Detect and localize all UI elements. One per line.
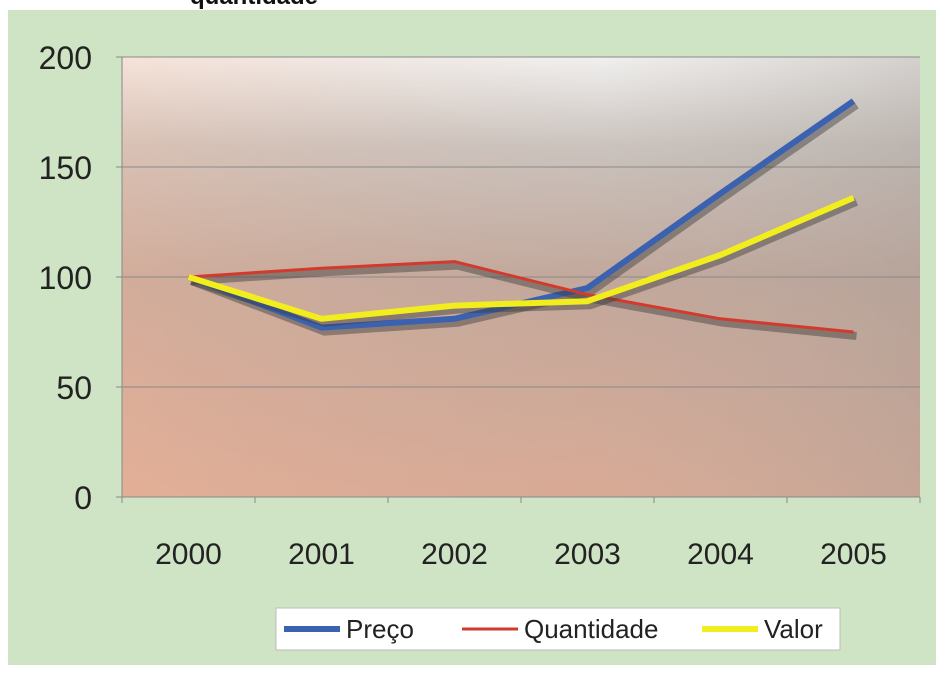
series-line	[187, 195, 855, 322]
x-tick-label: 2005	[820, 538, 887, 571]
legend-label: Preço	[346, 614, 414, 644]
x-tick-label: 2003	[554, 538, 621, 571]
x-tick-label: 2004	[687, 538, 754, 571]
y-tick-label: 50	[56, 370, 92, 406]
y-tick-label: 100	[39, 260, 92, 296]
legend-label: Valor	[764, 614, 823, 644]
series-line	[188, 260, 854, 334]
y-tick-label: 0	[74, 480, 92, 516]
legend: Preço Quantidade Valor	[275, 607, 841, 651]
x-tick-label: 2000	[155, 538, 222, 571]
legend-label: Quantidade	[524, 614, 658, 644]
x-tick-label: 2002	[421, 538, 488, 571]
line-shadow	[191, 261, 857, 340]
x-tick-label: 2001	[288, 538, 355, 571]
y-tick-label: 150	[39, 150, 92, 186]
y-tick-label: 200	[39, 40, 92, 76]
chart-title: quantidade	[190, 0, 318, 10]
